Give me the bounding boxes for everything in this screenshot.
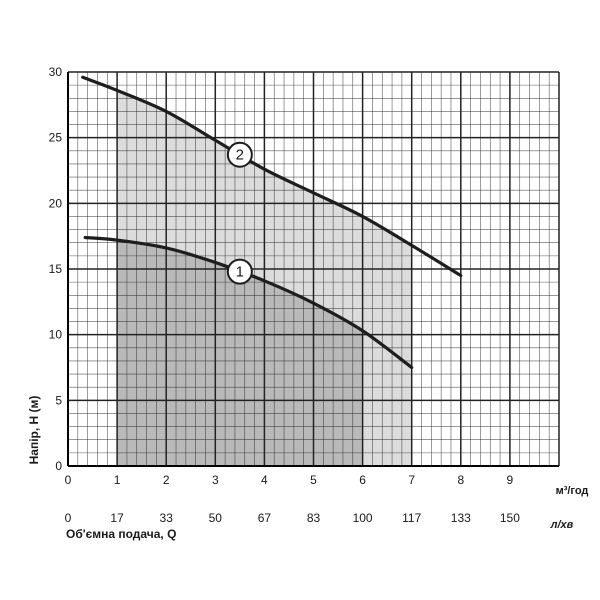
chart-grid — [67, 71, 560, 467]
secondary-x-tick-label: 117 — [402, 511, 421, 525]
secondary-x-tick-label: 83 — [307, 511, 321, 525]
secondary-x-tick-label: 33 — [160, 511, 174, 525]
x-tick-label: 9 — [507, 473, 514, 487]
secondary-x-tick-label: 100 — [353, 511, 373, 525]
secondary-x-tick-label: 0 — [65, 511, 72, 525]
secondary-x-tick-label: 17 — [110, 511, 124, 525]
x-tick-label: 2 — [163, 473, 170, 487]
x-tick-label: 8 — [457, 473, 464, 487]
x-unit-secondary: л/хв — [550, 519, 574, 531]
secondary-x-tick-label: 67 — [258, 511, 272, 525]
y-tick-label: 15 — [49, 262, 63, 276]
x-tick-label: 6 — [359, 473, 366, 487]
svg-text:2: 2 — [236, 147, 244, 164]
x-unit-primary: м³/год — [556, 485, 589, 497]
x-axis-label: Об'ємна подача, Q — [66, 527, 176, 541]
y-tick-label: 20 — [49, 196, 63, 210]
secondary-x-tick-label: 50 — [209, 511, 223, 525]
secondary-x-tick-label: 133 — [451, 511, 471, 525]
y-tick-label: 0 — [55, 459, 62, 473]
series-label-1: 1 — [226, 258, 253, 285]
x-tick-label: 3 — [212, 473, 219, 487]
x-tick-label: 7 — [408, 473, 415, 487]
y-tick-label: 5 — [55, 393, 62, 407]
x-tick-label: 0 — [65, 473, 72, 487]
x-tick-label: 1 — [114, 473, 121, 487]
x-tick-label: 4 — [261, 473, 268, 487]
x-tick-label: 5 — [310, 473, 317, 487]
y-tick-label: 10 — [49, 328, 63, 342]
operating-range-area-1 — [117, 240, 363, 466]
y-axis-label: Напір, H (м) — [27, 396, 41, 465]
svg-text:1: 1 — [236, 264, 244, 281]
y-tick-label: 30 — [49, 65, 63, 79]
secondary-x-tick-label: 150 — [500, 511, 520, 525]
series-line-2 — [81, 75, 463, 278]
y-tick-label: 25 — [49, 131, 63, 145]
series-label-2: 2 — [226, 141, 253, 168]
series-labels: 12 — [226, 141, 253, 285]
